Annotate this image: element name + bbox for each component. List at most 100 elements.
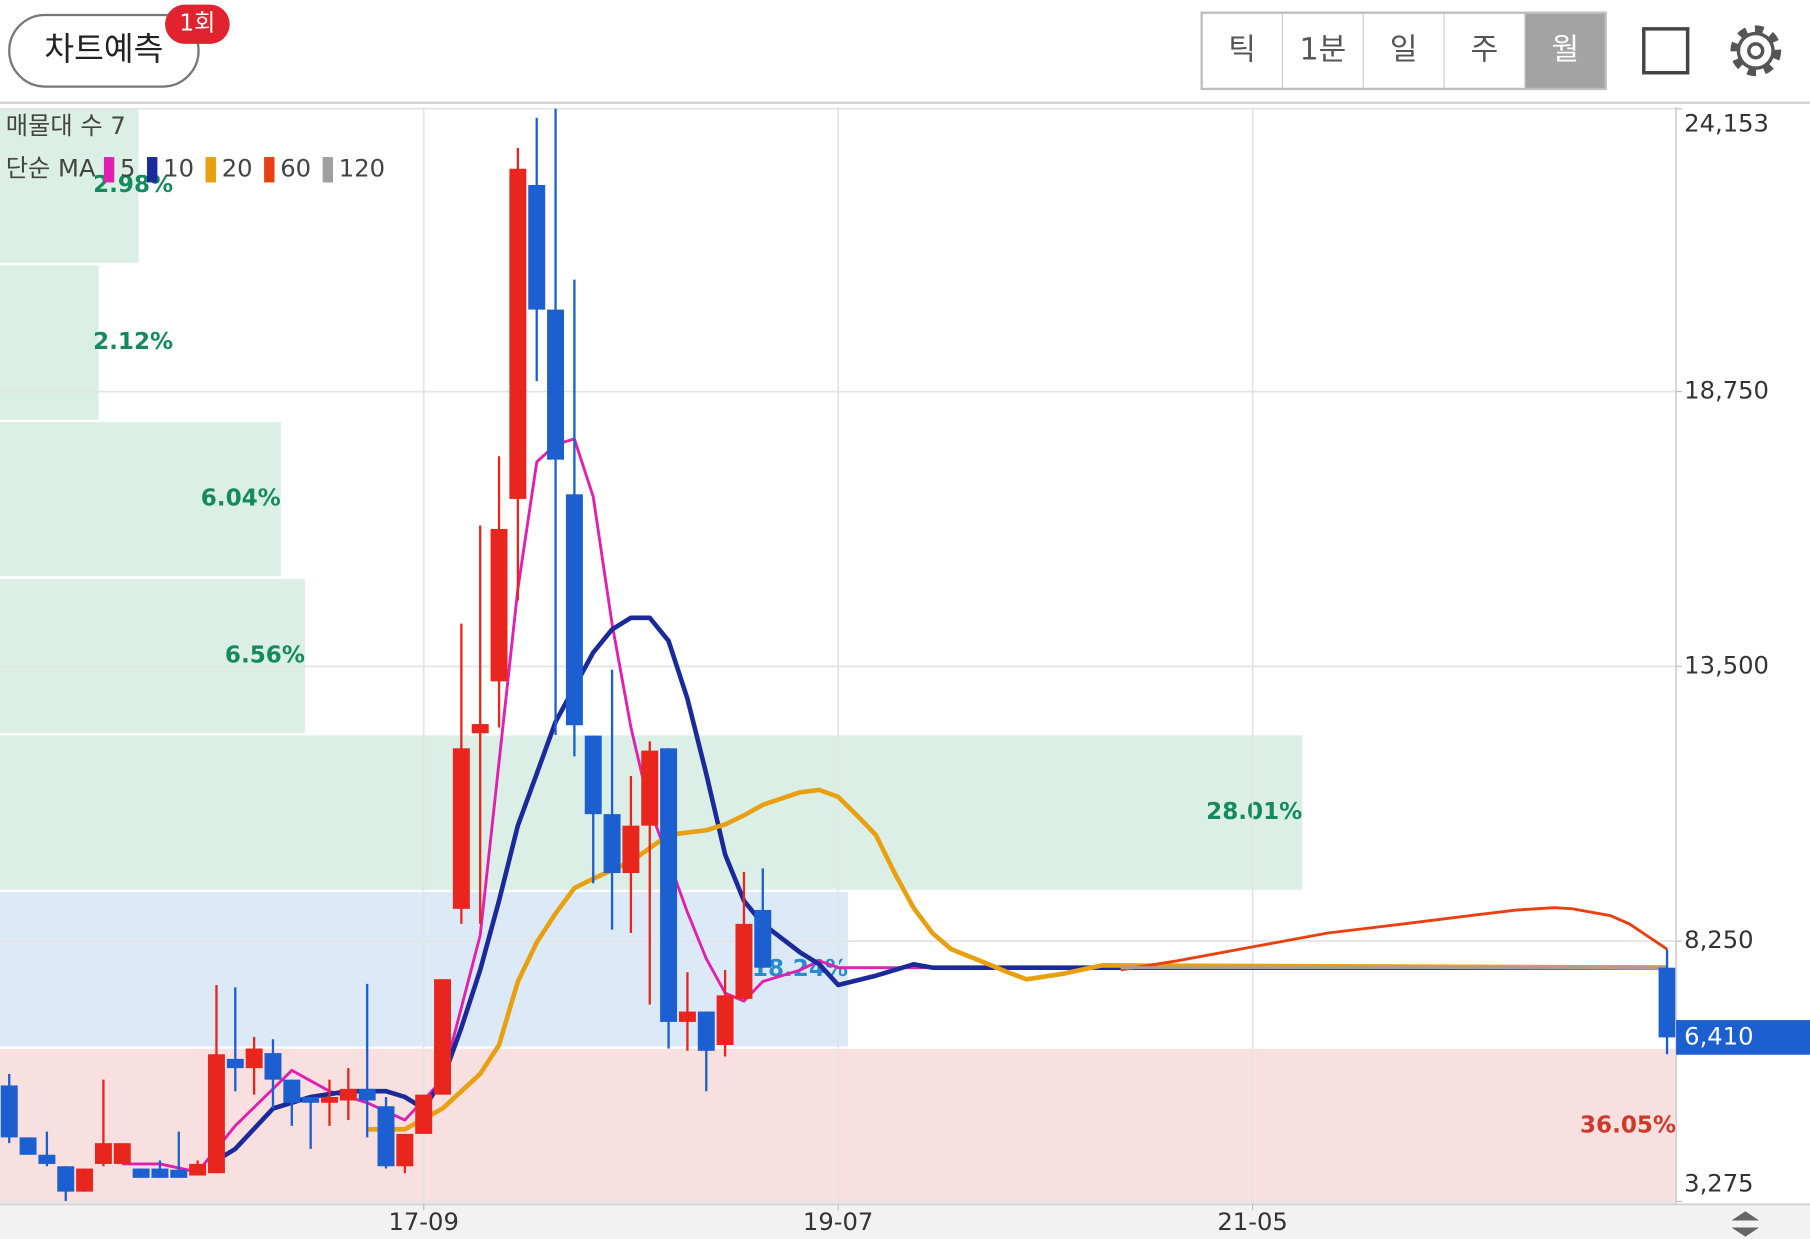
plot: 2.98%2.12%6.04%6.56%28.01%18.24%36.05%매물… bbox=[0, 107, 1810, 1239]
legend-label: 5 bbox=[120, 154, 135, 183]
candle-body bbox=[396, 1133, 414, 1167]
volume-profile-label: 36.05% bbox=[1580, 1113, 1676, 1139]
candle-body bbox=[132, 1168, 150, 1178]
period-tab-label: 일 bbox=[1390, 32, 1418, 67]
candle-body bbox=[697, 1011, 715, 1051]
x-axis-area bbox=[0, 1204, 1810, 1239]
candle-body bbox=[415, 1094, 433, 1134]
predict-button[interactable] bbox=[8, 13, 200, 88]
candle-body bbox=[226, 1058, 244, 1069]
volume-profile-label: 6.04% bbox=[201, 486, 281, 512]
badge-label: 1회 bbox=[179, 11, 215, 37]
y-tick-label: 24,153 bbox=[1684, 109, 1769, 138]
candle-body bbox=[471, 724, 489, 734]
candle-body bbox=[302, 1096, 320, 1103]
badge bbox=[165, 4, 230, 44]
period-tabs: 틱 1분 일 주 월 bbox=[1200, 11, 1607, 91]
candle-body bbox=[339, 1088, 357, 1101]
candle-body bbox=[377, 1106, 395, 1167]
y-tick-label: 13,500 bbox=[1684, 650, 1769, 679]
candle-body bbox=[584, 735, 602, 815]
candle-body bbox=[264, 1053, 282, 1080]
candle-body bbox=[358, 1088, 376, 1101]
gear-body bbox=[1736, 31, 1775, 70]
candle-body bbox=[189, 1163, 207, 1176]
legend-label: 60 bbox=[280, 154, 311, 183]
period-tab-label: 월 bbox=[1551, 32, 1579, 67]
candle-body bbox=[528, 184, 546, 310]
candle-body bbox=[151, 1168, 169, 1178]
checkbox[interactable] bbox=[1642, 27, 1690, 75]
candle-body bbox=[735, 923, 753, 999]
period-tabs-frame bbox=[1200, 11, 1607, 91]
legend-swatch bbox=[205, 157, 216, 183]
scroll-handle[interactable] bbox=[1731, 1211, 1760, 1237]
period-tab-label: 주 bbox=[1471, 32, 1499, 67]
legend-swatch bbox=[264, 157, 275, 183]
volume-profile-bar bbox=[0, 421, 281, 577]
candle-body bbox=[38, 1154, 56, 1164]
predict-button-label: 차트예측 bbox=[44, 30, 163, 68]
candle-body bbox=[622, 825, 640, 874]
candle-body bbox=[1658, 967, 1676, 1038]
period-tab-label: 틱 bbox=[1228, 32, 1256, 67]
y-tick-label: 3,275 bbox=[1684, 1169, 1753, 1198]
candle-body bbox=[678, 1011, 696, 1022]
candle-body bbox=[19, 1137, 37, 1155]
volume-profile-label: 28.01% bbox=[1206, 799, 1302, 825]
last-price-box bbox=[1676, 1020, 1810, 1055]
legend-swatch bbox=[147, 157, 158, 183]
candle-body bbox=[245, 1048, 263, 1069]
settings-icon[interactable] bbox=[1730, 25, 1782, 77]
candle-body bbox=[76, 1168, 94, 1192]
volume-profile-bar bbox=[0, 108, 139, 263]
legend-title: 단순 MA bbox=[6, 154, 96, 183]
last-price-label: 6,410 bbox=[1684, 1021, 1753, 1050]
candle-body bbox=[660, 748, 678, 1022]
candle-body bbox=[57, 1166, 75, 1192]
gear-teeth bbox=[1730, 25, 1782, 77]
x-tick-label: 21-05 bbox=[1217, 1207, 1287, 1236]
legend-label: 10 bbox=[163, 154, 194, 183]
candle-body bbox=[207, 1054, 225, 1174]
candle-body bbox=[170, 1169, 188, 1178]
legend-swatch bbox=[322, 157, 334, 183]
candle-body bbox=[321, 1096, 338, 1103]
candle-body bbox=[452, 748, 470, 909]
candle-body bbox=[0, 1085, 18, 1138]
y-tick-label: 8,250 bbox=[1684, 925, 1753, 954]
period-tab[interactable] bbox=[1443, 12, 1526, 90]
volume-profile-label: 6.56% bbox=[225, 642, 305, 668]
candle-body bbox=[641, 750, 659, 826]
volume-profile-title: 매물대 수 7 bbox=[6, 111, 126, 140]
candle-body bbox=[547, 309, 565, 460]
legend-label: 20 bbox=[222, 154, 253, 183]
candle-body bbox=[603, 814, 621, 874]
legend-label: 120 bbox=[339, 154, 385, 183]
candle-body bbox=[434, 979, 452, 1095]
candle-body bbox=[509, 168, 527, 499]
ma-line bbox=[367, 787, 1668, 1132]
header: 차트예측 1회 틱 1분 일 주 월 bbox=[0, 4, 1810, 104]
x-tick-label: 19-07 bbox=[803, 1207, 873, 1236]
gear-hole bbox=[1747, 42, 1765, 60]
volume-profile-bar bbox=[0, 578, 305, 734]
candle-body bbox=[283, 1079, 301, 1103]
y-tick-label: 18,750 bbox=[1684, 376, 1769, 405]
ma-line bbox=[215, 615, 1668, 1163]
candle-body bbox=[490, 528, 508, 682]
legend-swatch bbox=[103, 157, 115, 183]
volume-profile-bar bbox=[0, 265, 99, 420]
period-tab-label: 1분 bbox=[1300, 32, 1347, 67]
volume-profile-label: 2.12% bbox=[93, 329, 173, 355]
candle-body bbox=[113, 1143, 131, 1164]
period-tab[interactable] bbox=[1362, 12, 1445, 90]
x-tick-label: 17-09 bbox=[388, 1207, 458, 1236]
candle-body bbox=[94, 1143, 112, 1164]
candle-body bbox=[565, 494, 583, 726]
candle-body bbox=[754, 909, 772, 968]
candle-body bbox=[716, 995, 734, 1045]
ma-line bbox=[1120, 906, 1668, 972]
